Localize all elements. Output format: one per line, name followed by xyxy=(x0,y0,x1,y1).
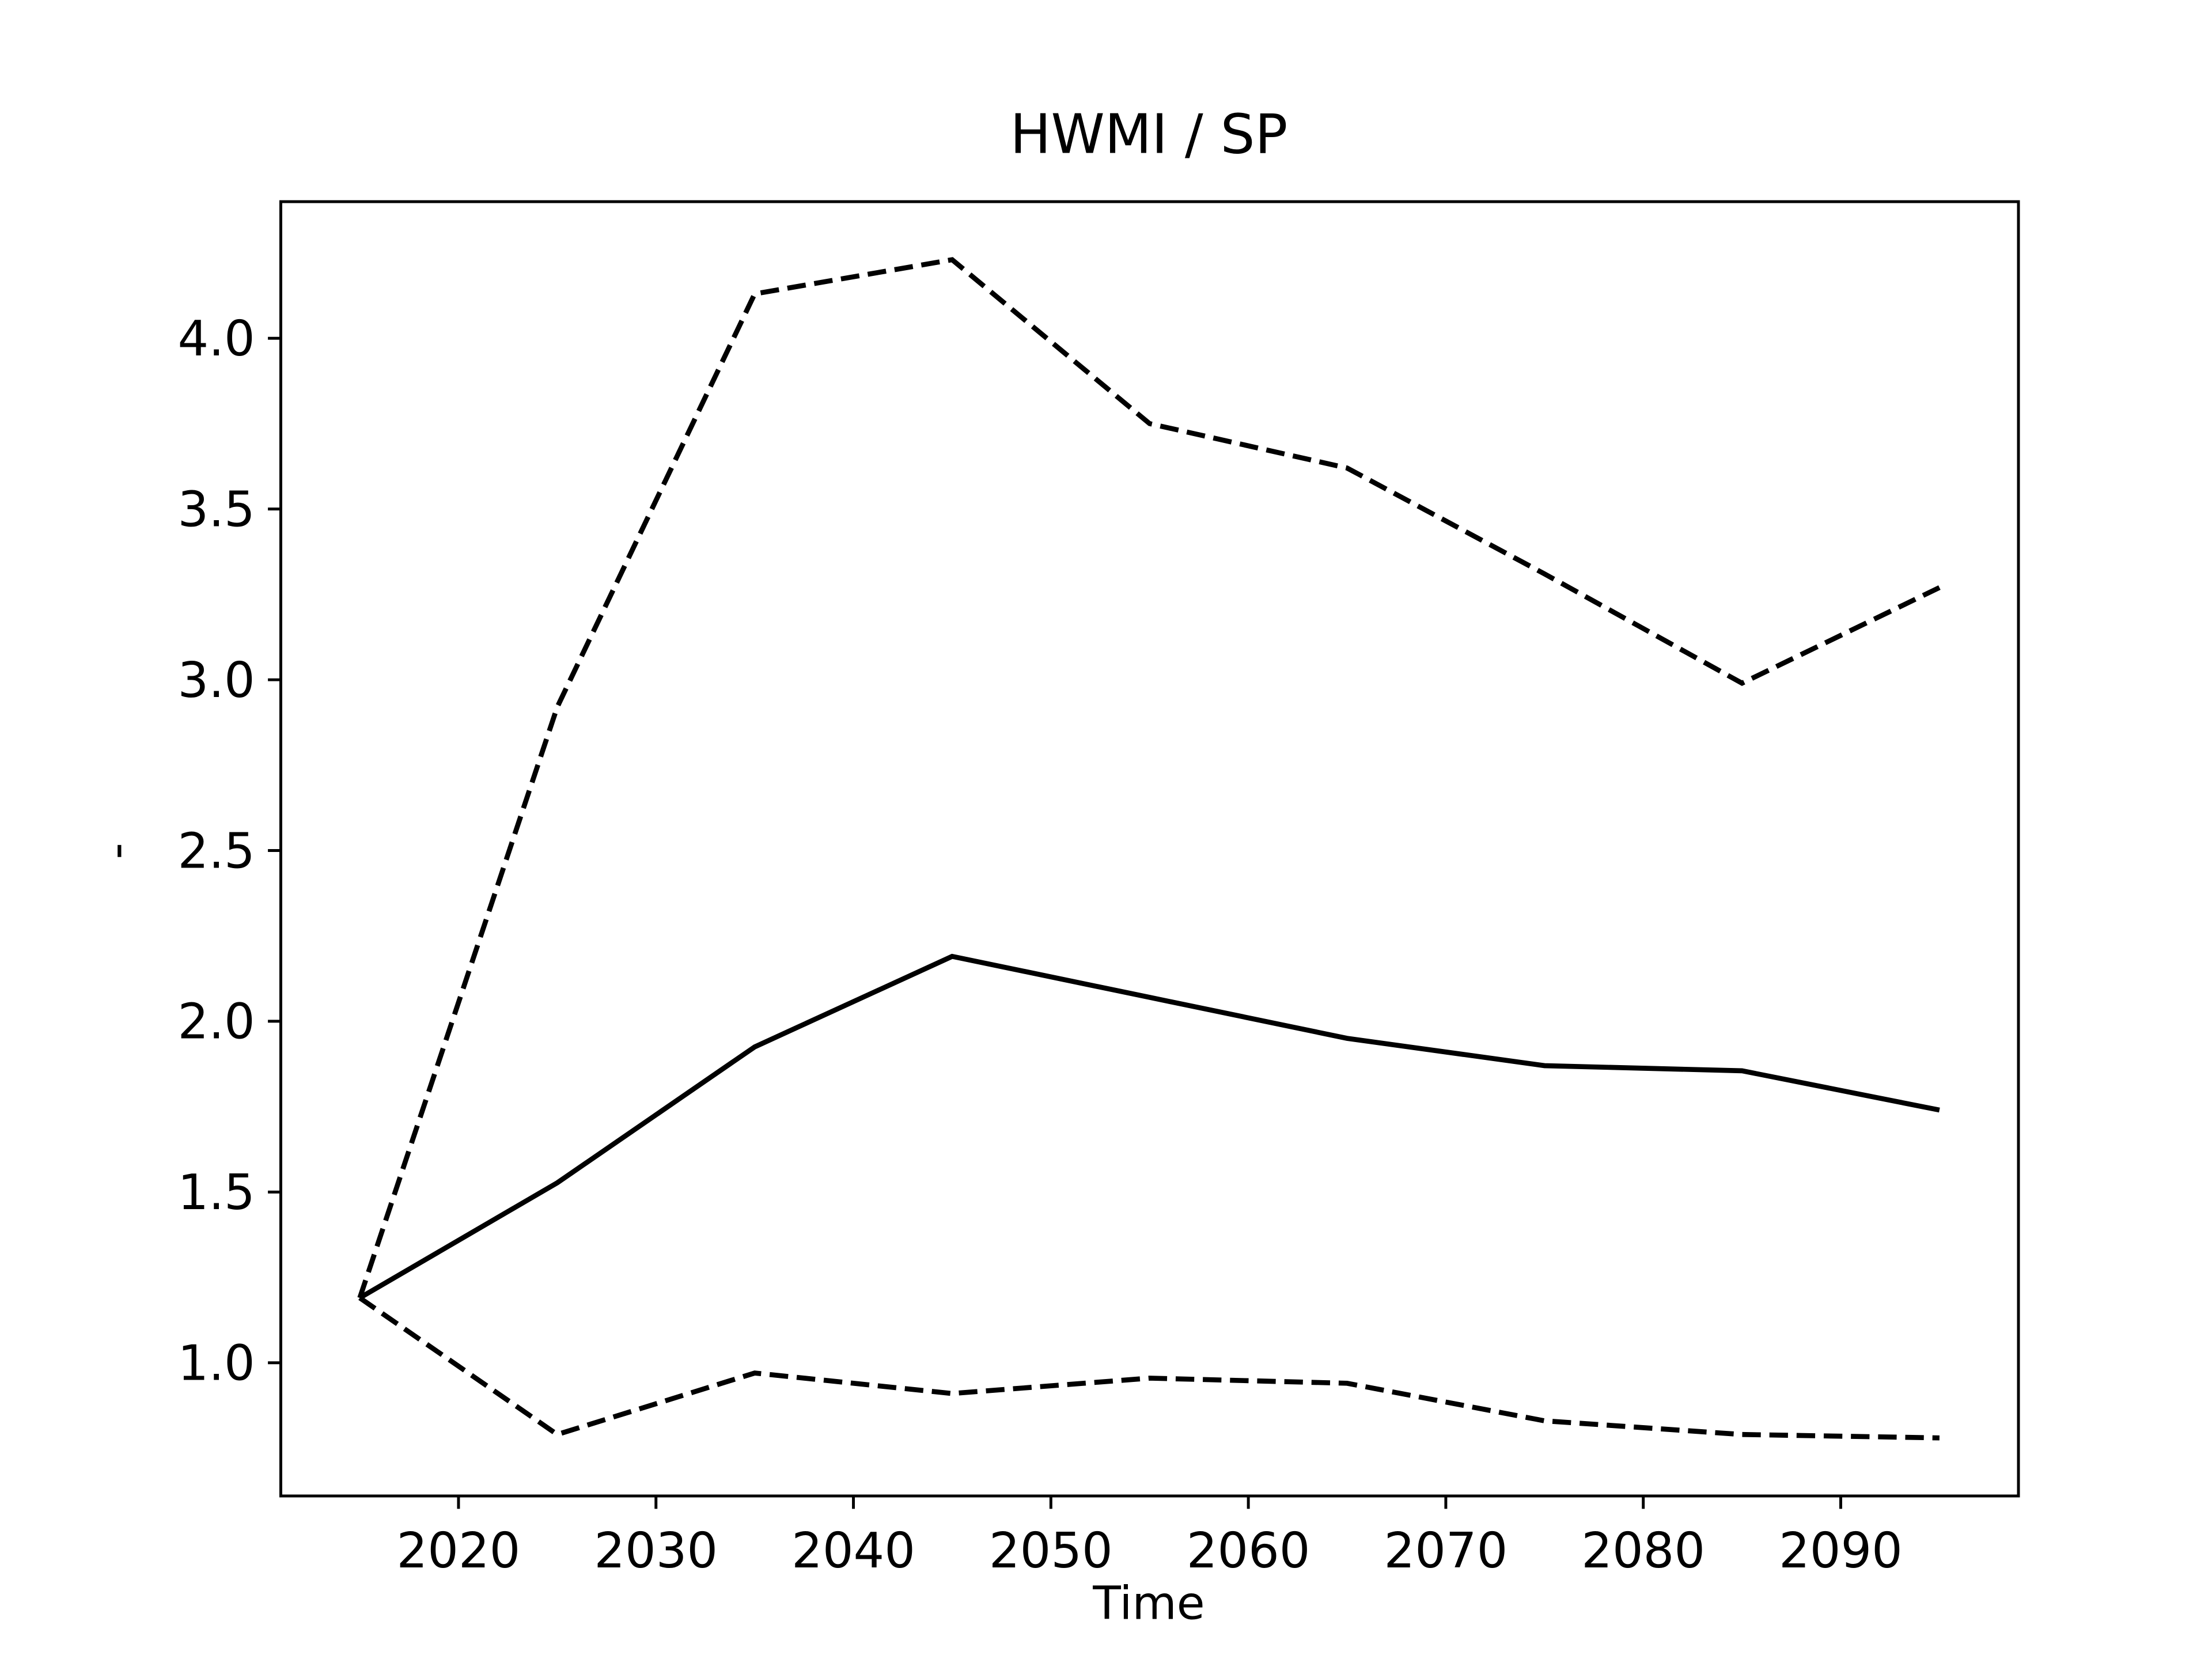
line-series xyxy=(358,953,1940,1300)
x-tick-label: 2030 xyxy=(594,1522,718,1579)
y-tick-label: 3.5 xyxy=(178,481,255,537)
y-tick-label: 3.0 xyxy=(178,652,255,709)
y-axis-label: - xyxy=(89,843,143,859)
x-tick-label: 2090 xyxy=(1779,1522,1903,1579)
y-tick-label: 2.0 xyxy=(178,994,255,1050)
y-tick-label: 2.5 xyxy=(178,823,255,879)
y-tick-label: 1.0 xyxy=(178,1335,255,1392)
x-tick-label: 2070 xyxy=(1384,1522,1508,1579)
line-series xyxy=(358,1296,1940,1441)
chart-title: HWMI / SP xyxy=(1010,103,1288,166)
x-tick-label: 2080 xyxy=(1581,1522,1705,1579)
plot-frame xyxy=(279,200,2020,1498)
line-series xyxy=(357,257,1941,1299)
x-tick-label: 2020 xyxy=(397,1522,521,1579)
x-tick-label: 2060 xyxy=(1187,1522,1310,1579)
y-tick-label: 1.5 xyxy=(178,1164,255,1221)
x-tick-label: 2040 xyxy=(791,1522,915,1579)
x-tick-label: 2050 xyxy=(989,1522,1113,1579)
y-tick-label: 4.0 xyxy=(178,310,255,367)
x-axis-label: Time xyxy=(1092,1576,1205,1630)
